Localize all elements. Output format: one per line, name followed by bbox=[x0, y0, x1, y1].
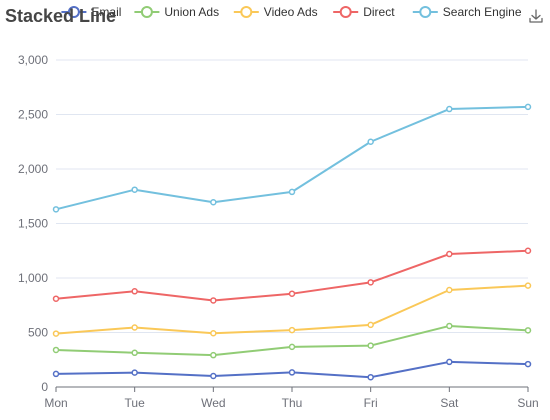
legend-item[interactable]: Email bbox=[61, 5, 121, 19]
data-point[interactable] bbox=[210, 372, 217, 380]
data-point[interactable] bbox=[524, 247, 532, 254]
data-point[interactable] bbox=[288, 369, 296, 376]
x-tick-label: Wed bbox=[201, 396, 225, 410]
data-point[interactable] bbox=[367, 373, 374, 381]
data-point[interactable] bbox=[446, 322, 453, 330]
legend-label: Search Engine bbox=[443, 5, 522, 19]
data-point[interactable] bbox=[524, 360, 532, 368]
data-point[interactable] bbox=[131, 369, 138, 376]
data-point[interactable] bbox=[367, 279, 374, 286]
legend-label: Video Ads bbox=[264, 5, 318, 19]
legend-item[interactable]: Video Ads bbox=[233, 5, 318, 19]
data-point[interactable] bbox=[446, 286, 453, 294]
data-point[interactable] bbox=[288, 343, 296, 351]
x-tick-label: Sun bbox=[517, 396, 538, 410]
x-tick-label: Sat bbox=[440, 396, 459, 410]
y-axis-ticks: 0 500 1,000 1,500 2,000 2,500 3,000 bbox=[18, 53, 48, 394]
legend-marker bbox=[140, 6, 153, 18]
legend-marker bbox=[419, 6, 432, 18]
series-search-engine bbox=[52, 103, 532, 213]
legend-label: Direct bbox=[363, 5, 395, 19]
series-email bbox=[52, 358, 532, 381]
x-tick-label: Fri bbox=[364, 396, 378, 410]
grid-lines bbox=[56, 59, 528, 333]
data-point[interactable] bbox=[52, 295, 60, 302]
data-point[interactable] bbox=[52, 206, 60, 213]
data-point[interactable] bbox=[210, 351, 217, 359]
y-tick-label: 500 bbox=[28, 326, 48, 340]
data-point[interactable] bbox=[210, 297, 217, 304]
data-point[interactable] bbox=[446, 105, 453, 113]
y-tick-label: 0 bbox=[41, 380, 48, 394]
x-tick-label: Mon bbox=[44, 396, 67, 410]
data-point[interactable] bbox=[367, 342, 374, 349]
x-axis-ticks: Mon Tue Wed Thu Fri Sat Sun bbox=[44, 387, 539, 410]
data-point[interactable] bbox=[131, 288, 138, 295]
series-union-ads bbox=[52, 322, 532, 359]
y-tick-label: 2,500 bbox=[18, 108, 48, 122]
data-point[interactable] bbox=[446, 358, 453, 366]
data-point[interactable] bbox=[524, 282, 532, 289]
data-point[interactable] bbox=[131, 349, 138, 357]
data-point[interactable] bbox=[288, 326, 296, 334]
legend[interactable]: Email Union Ads Video Ads Direct Search Engi… bbox=[61, 5, 522, 19]
data-point[interactable] bbox=[131, 186, 138, 193]
data-point[interactable] bbox=[210, 330, 217, 337]
x-tick-label: Thu bbox=[282, 396, 303, 410]
download-icon[interactable] bbox=[528, 8, 544, 24]
legend-item[interactable]: Direct bbox=[333, 5, 395, 19]
legend-marker bbox=[339, 6, 352, 18]
series-video-ads bbox=[52, 282, 532, 337]
y-tick-label: 1,000 bbox=[18, 271, 48, 285]
data-point[interactable] bbox=[52, 346, 60, 354]
data-point[interactable] bbox=[288, 188, 296, 196]
series-direct bbox=[52, 247, 532, 304]
series-group bbox=[52, 103, 532, 381]
data-point[interactable] bbox=[52, 370, 60, 378]
legend-marker bbox=[67, 6, 80, 18]
data-point[interactable] bbox=[524, 103, 532, 111]
legend-item[interactable]: Search Engine bbox=[412, 5, 522, 19]
y-tick-label: 3,000 bbox=[18, 53, 48, 67]
data-point[interactable] bbox=[210, 198, 217, 206]
data-point[interactable] bbox=[52, 330, 60, 337]
data-point[interactable] bbox=[288, 290, 296, 297]
data-point[interactable] bbox=[367, 138, 374, 145]
chart-title: Stacked Line bbox=[5, 6, 116, 26]
legend-item[interactable]: Union Ads bbox=[134, 5, 219, 19]
legend-label: Email bbox=[91, 5, 121, 19]
x-tick-label: Tue bbox=[125, 396, 146, 410]
data-point[interactable] bbox=[131, 324, 138, 331]
y-tick-label: 2,000 bbox=[18, 162, 48, 176]
y-tick-label: 1,500 bbox=[18, 217, 48, 231]
legend-marker bbox=[240, 6, 253, 18]
legend-label: Union Ads bbox=[164, 5, 219, 19]
data-point[interactable] bbox=[446, 250, 453, 258]
data-point[interactable] bbox=[524, 327, 532, 334]
data-point[interactable] bbox=[367, 321, 374, 329]
